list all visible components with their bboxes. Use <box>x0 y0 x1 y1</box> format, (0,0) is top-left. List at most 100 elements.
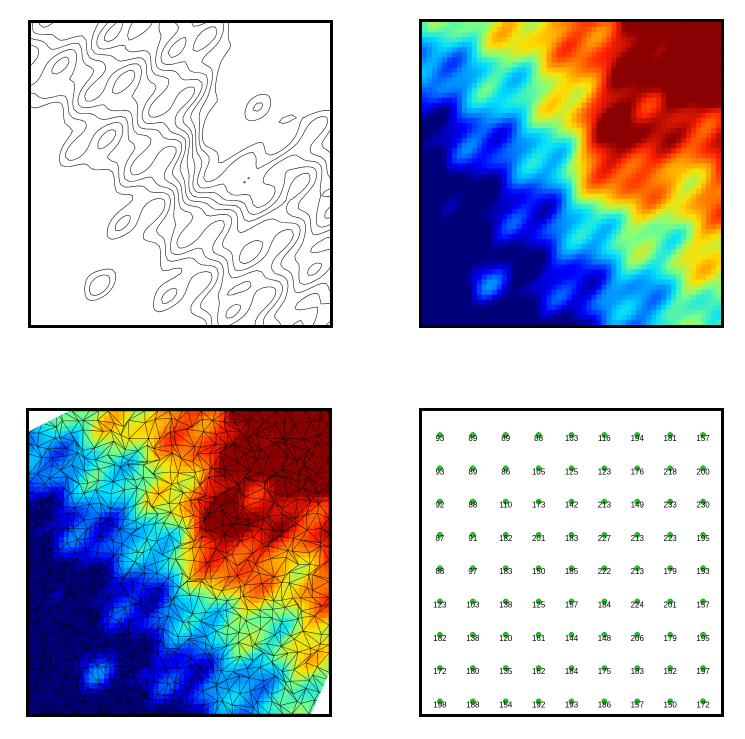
sample-point-label: 230 <box>696 501 710 510</box>
sample-point <box>469 698 476 705</box>
sample-point <box>535 465 542 472</box>
sample-point-label: 198 <box>433 700 447 709</box>
sample-point-label: 188 <box>466 700 480 709</box>
sample-point-label: 92 <box>436 501 445 510</box>
sample-point-label: 123 <box>433 600 447 609</box>
sample-point-label: 201 <box>532 534 546 543</box>
sample-point <box>568 631 575 638</box>
sample-point-label: 213 <box>598 501 612 510</box>
sample-point-label: 154 <box>499 700 513 709</box>
sample-point-label: 185 <box>565 567 579 576</box>
sample-point <box>437 565 443 572</box>
contour-lines <box>31 23 330 325</box>
sample-point <box>667 532 674 538</box>
sample-point-label: 97 <box>468 567 477 576</box>
sample-point <box>437 532 443 538</box>
sample-point-label: 181 <box>664 434 678 443</box>
sample-point <box>568 532 575 538</box>
sample-point <box>535 631 542 638</box>
sample-point <box>535 565 542 572</box>
tin-overlay-panel <box>26 408 332 717</box>
sample-point <box>535 532 542 538</box>
sample-point <box>535 432 542 438</box>
sample-point-label: 149 <box>631 501 645 510</box>
sample-point <box>601 498 608 505</box>
sample-point-label: 192 <box>532 700 546 709</box>
sample-point-label: 224 <box>631 600 645 609</box>
sample-point <box>502 498 509 505</box>
sample-point <box>568 698 575 705</box>
sample-point <box>601 432 608 438</box>
sample-point <box>700 498 706 505</box>
sample-point <box>700 565 706 572</box>
sample-point <box>469 532 476 538</box>
sample-point-label: 172 <box>696 700 710 709</box>
sample-point-label: 223 <box>664 534 678 543</box>
sample-point <box>634 598 641 605</box>
sample-point <box>502 698 509 705</box>
sample-point-label: 183 <box>631 667 645 676</box>
sample-point <box>700 532 706 538</box>
sample-point <box>469 498 476 505</box>
sample-point-label: 195 <box>696 534 710 543</box>
sample-point-label: 183 <box>499 567 513 576</box>
sample-point <box>634 532 641 538</box>
sample-point <box>667 665 674 671</box>
sample-point-label: 89 <box>501 434 510 443</box>
sample-point-label: 87 <box>436 534 445 543</box>
sample-point <box>601 631 608 638</box>
elevation-heatmap <box>422 22 721 325</box>
contour-map-panel <box>28 20 333 328</box>
sample-point-label: 138 <box>499 600 513 609</box>
sample-point-label: 218 <box>664 467 678 476</box>
sample-point-label: 182 <box>433 634 447 643</box>
sample-point <box>437 465 443 472</box>
sample-point-label: 103 <box>565 434 579 443</box>
sample-point-label: 144 <box>565 634 579 643</box>
sample-point-label: 150 <box>664 700 678 709</box>
sample-point-label: 91 <box>468 534 477 543</box>
sample-point <box>667 598 674 605</box>
sample-point <box>634 631 641 638</box>
sample-point-label: 193 <box>696 567 710 576</box>
sample-point <box>469 432 476 438</box>
sample-point-label: 86 <box>501 467 510 476</box>
sample-point-label: 116 <box>598 434 611 443</box>
sample-point-label: 222 <box>598 567 612 576</box>
sample-point <box>700 698 706 705</box>
sample-point-label: 173 <box>532 501 546 510</box>
sample-point-label: 197 <box>696 667 710 676</box>
sample-point-label: 120 <box>499 634 513 643</box>
sample-point <box>700 665 706 671</box>
sample-point <box>667 631 674 638</box>
sample-point-label: 88 <box>468 501 477 510</box>
sample-point-label: 206 <box>631 634 645 643</box>
sample-point-label: 193 <box>565 700 579 709</box>
sample-point <box>634 432 641 438</box>
sample-point-label: 105 <box>532 467 546 476</box>
sample-point-label: 213 <box>631 567 645 576</box>
sample-point-label: 88 <box>534 434 543 443</box>
sample-point <box>568 565 575 572</box>
sample-point-label: 157 <box>696 434 710 443</box>
sample-point-label: 233 <box>664 501 678 510</box>
sample-point-label: 201 <box>664 600 678 609</box>
sample-point-label: 135 <box>499 667 513 676</box>
sample-point <box>700 598 706 605</box>
sample-point-label: 180 <box>466 667 480 676</box>
sample-point <box>535 598 542 605</box>
sample-point <box>568 498 575 505</box>
sample-point-label: 157 <box>696 600 710 609</box>
sample-point-label: 179 <box>664 567 678 576</box>
sample-point <box>601 698 608 705</box>
sample-point-label: 179 <box>664 634 678 643</box>
sample-point-label: 176 <box>631 467 645 476</box>
sample-grid-panel: 93 89 89 88 103 116 194 181 157 93 89 86 105 125 123 17… <box>419 408 724 717</box>
sample-point-label: 89 <box>468 467 477 476</box>
sample-point <box>667 498 674 505</box>
sample-point-label: 157 <box>565 600 579 609</box>
sample-point <box>601 598 608 605</box>
sample-point <box>535 698 542 705</box>
sample-point-label: 93 <box>436 467 445 476</box>
sample-point-label: 175 <box>598 667 612 676</box>
